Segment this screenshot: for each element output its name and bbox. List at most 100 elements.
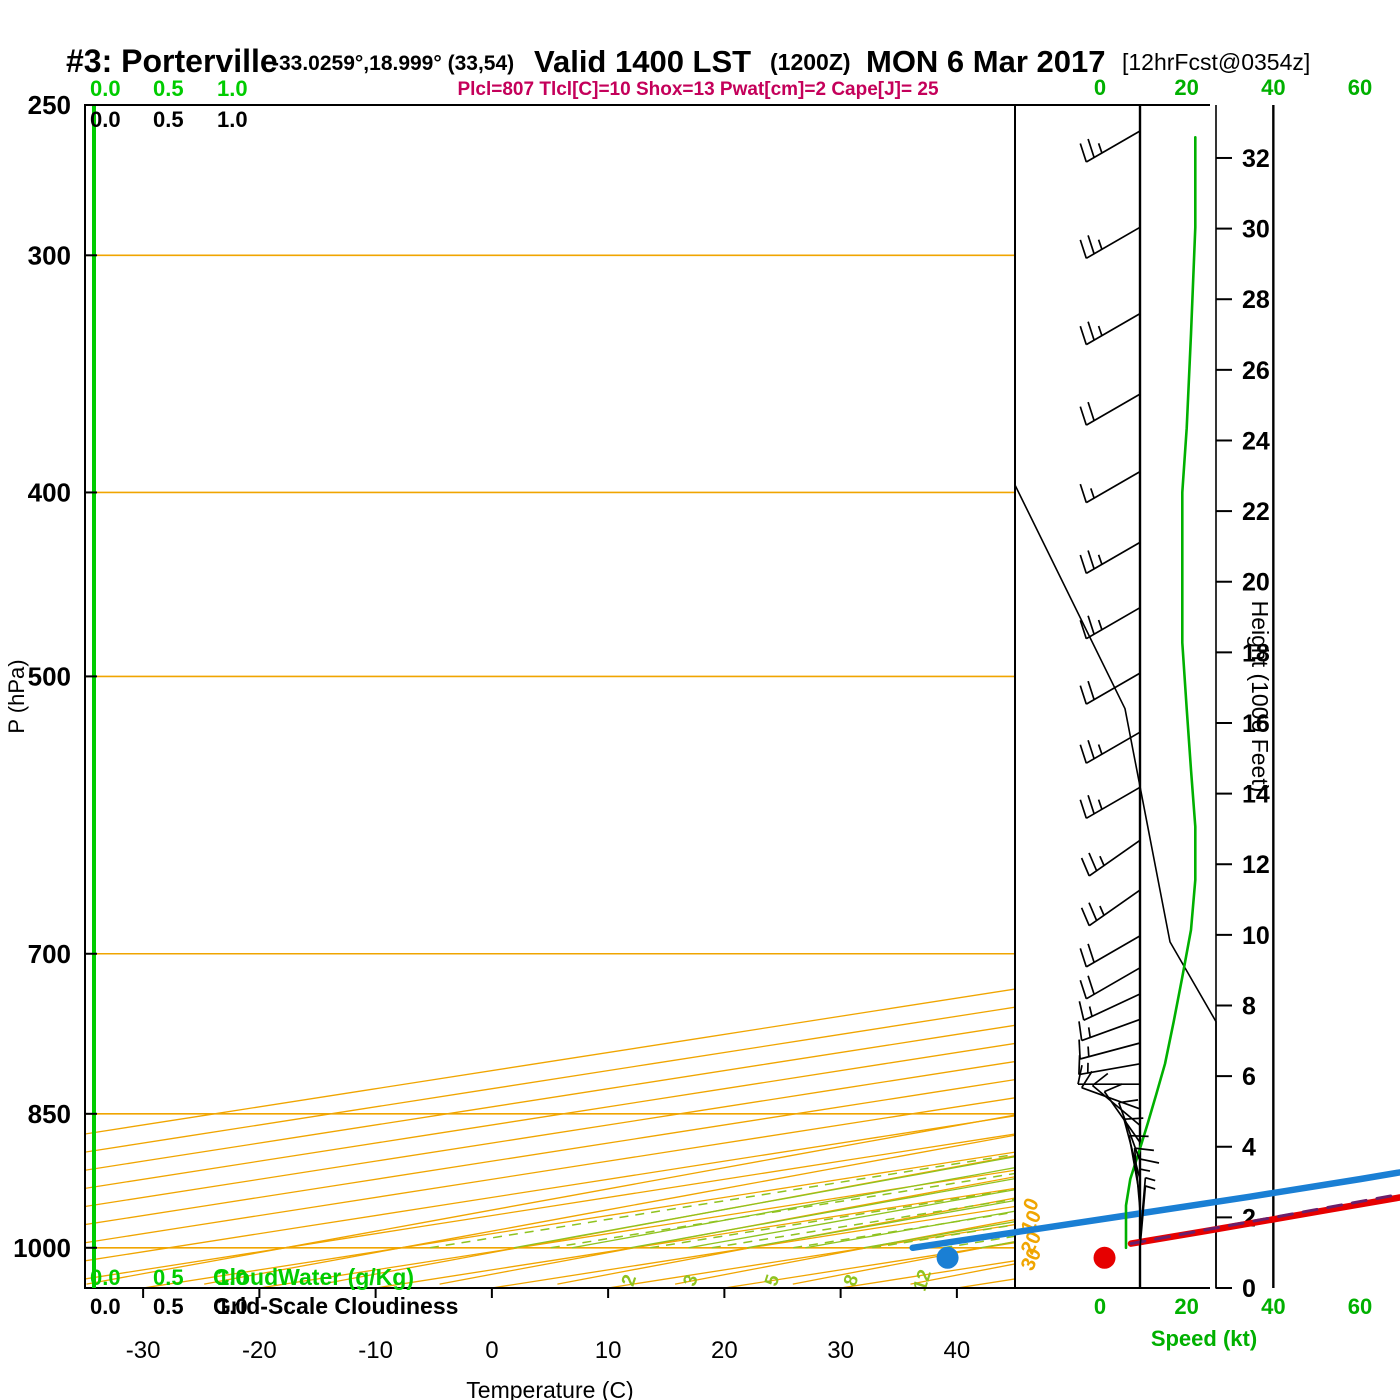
wind-barb	[1118, 1099, 1141, 1162]
mixing-ratio-3	[711, 1198, 1015, 1249]
dry-adiabat-30	[910, 1263, 1015, 1285]
isotherm--90	[85, 1042, 1015, 1190]
temp-label--10: -10	[358, 1337, 393, 1364]
speed-tick-bottom-60: 60	[1348, 1294, 1372, 1319]
speed-axis-title: Speed (kt)	[1151, 1326, 1257, 1351]
wind-speed-profile	[1124, 136, 1197, 1250]
speed-tick-top-40: 40	[1261, 75, 1285, 100]
cloudiness-tick-top-1: 0.5	[153, 107, 184, 132]
height-label-18: 18	[1242, 639, 1270, 667]
height-label-30: 30	[1242, 216, 1270, 244]
wind-panel-boundary	[1014, 484, 1217, 1289]
height-label-14: 14	[1242, 781, 1270, 809]
cloudwater-tick-bottom-0: 0.0	[90, 1265, 121, 1290]
height-label-20: 20	[1242, 569, 1270, 597]
dry-adiabat-20	[792, 1240, 1015, 1285]
wind-barb	[1079, 130, 1141, 163]
speed-tick-bottom-40: 40	[1261, 1294, 1285, 1319]
wind-barb	[1079, 731, 1141, 764]
height-label-8: 8	[1242, 992, 1256, 1020]
cloudiness-tick-top-2: 1.0	[217, 107, 248, 132]
mixing-ratio-20	[1037, 492, 1400, 1247]
dry-adiabat--20	[321, 1155, 1015, 1285]
pressure-label-400: 400	[28, 477, 71, 507]
cloudwater-tick-bottom-1: 0.5	[153, 1265, 184, 1290]
isotherm-10	[607, 1223, 1015, 1288]
wind-barb	[1079, 935, 1141, 968]
speed-tick-top-60: 60	[1348, 75, 1372, 100]
isotherm--80	[85, 1060, 1015, 1208]
wind-barb	[1079, 541, 1141, 575]
wind-barb	[1079, 672, 1141, 705]
height-label-2: 2	[1242, 1204, 1256, 1232]
height-label-12: 12	[1242, 851, 1270, 879]
isotherm-20	[724, 1242, 1015, 1288]
wind-barb	[1079, 470, 1141, 504]
height-label-10: 10	[1242, 922, 1270, 950]
valid-zulu: (1200Z)	[770, 49, 851, 75]
temp-label--20: -20	[242, 1337, 277, 1364]
speed-tick-top-20: 20	[1174, 75, 1198, 100]
wind-barb	[1078, 1055, 1141, 1076]
wind-barb	[1080, 889, 1141, 927]
cloudiness-legend-label: Grid-Scale Cloudiness	[213, 1293, 458, 1319]
wind-barb	[1078, 1039, 1141, 1060]
isotherm--50	[85, 1115, 1015, 1262]
profile-dewpoint	[909, 1169, 1400, 1252]
height-label-28: 28	[1242, 286, 1270, 314]
speed-tick-top-0: 0	[1094, 75, 1106, 100]
temp-label-0: 0	[485, 1337, 498, 1364]
cloudwater-legend-label: CloudWater (g/Kg)	[213, 1264, 414, 1290]
wind-barb	[1133, 1147, 1155, 1210]
wind-barb	[1079, 226, 1141, 260]
isotherm--10	[375, 1187, 1015, 1288]
wind-barb	[1079, 786, 1141, 820]
marker-surface-temperature	[1093, 1246, 1116, 1269]
moist-adiabat-20	[980, 1241, 1015, 1249]
height-label-32: 32	[1242, 145, 1270, 173]
sounding-indices: Plcl=807 Tlcl[C]=10 Shox=13 Pwat[cm]=2 C…	[457, 79, 938, 100]
temp-label-20: 20	[711, 1337, 738, 1364]
isotherm-60	[1189, 105, 1400, 1288]
wind-barb	[1078, 1018, 1141, 1042]
isotherm--60	[85, 1097, 1015, 1244]
height-label-16: 16	[1242, 710, 1270, 738]
dry-adiabat--40	[86, 1114, 1015, 1285]
wind-barb	[1079, 606, 1141, 640]
dry-adiabat-10	[674, 1218, 1015, 1285]
pressure-label-850: 850	[28, 1099, 71, 1129]
height-label-22: 22	[1242, 498, 1270, 526]
wind-barb	[1079, 312, 1141, 346]
temp-label-10: 10	[595, 1337, 622, 1364]
cloudiness-tick-top-0: 0.0	[90, 107, 121, 132]
wind-barbs-layer	[1077, 130, 1160, 1248]
speed-tick-bottom-0: 0	[1094, 1294, 1106, 1319]
profile-parcel	[1129, 1192, 1400, 1246]
wind-barb	[1077, 1065, 1140, 1086]
wind-barb	[1078, 993, 1141, 1021]
wind-barb	[1080, 1070, 1141, 1110]
isotherm-30	[840, 1260, 1015, 1288]
isotherm--20	[259, 1169, 1015, 1288]
height-label-0: 0	[1242, 1275, 1256, 1303]
wind-barb	[1103, 1083, 1141, 1143]
height-label-24: 24	[1242, 427, 1270, 455]
forecast-tag: [12hrFcst@0354z]	[1122, 49, 1310, 75]
wind-barb	[1079, 393, 1141, 426]
isotherm--40	[85, 1133, 1015, 1280]
moist-adiabat-50	[1330, 105, 1400, 1248]
pressure-axis-title: P (hPa)	[4, 659, 29, 733]
mixing-ratio-2	[650, 1188, 1015, 1249]
height-label-26: 26	[1242, 357, 1270, 385]
dry-adiabat--30	[204, 1134, 1015, 1285]
grid-layer	[85, 105, 1400, 1288]
isotherm--30	[142, 1151, 1015, 1288]
height-label-4: 4	[1242, 1134, 1256, 1162]
cloudiness-tick-bottom-2: 1.0	[217, 1294, 248, 1319]
cloudiness-tick-bottom-0: 0.0	[90, 1294, 121, 1319]
pressure-label-700: 700	[28, 939, 71, 969]
station-coords: -33.0259°,18.999° (33,54)	[272, 52, 514, 75]
cloudiness-tick-bottom-1: 0.5	[153, 1294, 184, 1319]
pressure-label-300: 300	[28, 240, 71, 270]
